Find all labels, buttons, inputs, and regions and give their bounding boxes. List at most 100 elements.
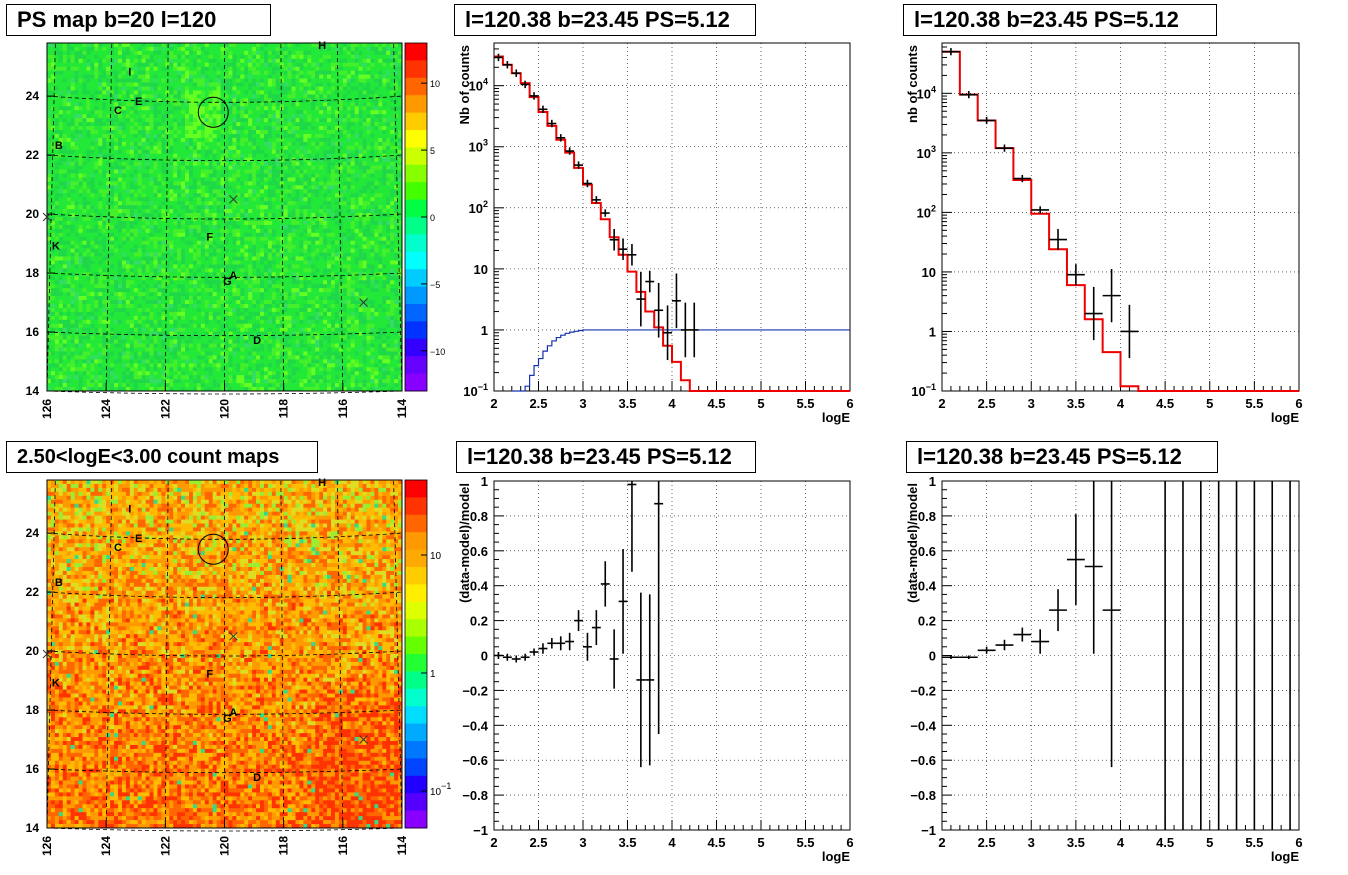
y-tick-label: 0.8 [470, 509, 488, 524]
x-tick-label: 124 [99, 399, 113, 419]
source-label: H [318, 477, 326, 489]
source-label: I [128, 503, 131, 515]
res2-title: l=120.38 b=23.45 PS=5.12 [906, 441, 1218, 473]
x-tick-label: 126 [40, 399, 54, 419]
grid-longitude-line [105, 479, 113, 829]
y-tick-label: −0.2 [910, 683, 936, 698]
x-tick-label: 4 [1117, 835, 1125, 850]
source-label: E [135, 96, 142, 108]
map1-title: PS map b=20 l=120 [6, 4, 271, 36]
y-tick-label: −0.2 [462, 683, 488, 698]
y-tick-label: −0.6 [462, 753, 488, 768]
cross-marker [42, 649, 52, 659]
colorbar-swatch [405, 601, 427, 620]
x-tick-label: 2.5 [978, 835, 996, 850]
source-label: C [114, 542, 122, 554]
y-axis-label: (data-model)/model [905, 483, 920, 603]
colorbar-swatch [405, 130, 427, 148]
cross-marker [229, 194, 238, 204]
y-tick-label: −0.4 [462, 718, 488, 733]
x-tick-label: 5.5 [1245, 835, 1263, 850]
grid-latitude-line [46, 827, 403, 832]
x-tick-label: 116 [336, 399, 350, 419]
source-circle [197, 533, 229, 565]
cross-marker [42, 212, 52, 222]
y-tick-label: 0 [481, 649, 488, 664]
heatmap-cells [47, 480, 403, 829]
x-axis-label: logE [822, 410, 850, 425]
colorbar-swatch [405, 199, 427, 218]
x-tick-label: 4.5 [1156, 396, 1174, 411]
source-label: B [55, 577, 63, 589]
plot-grid [941, 480, 1300, 831]
res1-title: l=120.38 b=23.45 PS=5.12 [456, 441, 756, 473]
x-tick-label: 122 [158, 836, 172, 856]
y-tick-label: 24 [26, 89, 40, 103]
cross-marker [229, 631, 238, 641]
x-tick-label: 3.5 [618, 835, 636, 850]
x-tick-label: 120 [218, 399, 232, 419]
colorbar-swatch [405, 60, 427, 79]
colorbar-swatch [405, 741, 427, 759]
colorbar-swatch [405, 619, 427, 637]
x-tick-label: 6 [1295, 396, 1302, 411]
x-tick-label: 2.5 [529, 835, 547, 850]
x-tick-label: 4.5 [707, 835, 725, 850]
x-tick-label: 6 [846, 396, 853, 411]
colorbar-label: 5 [430, 146, 435, 156]
colorbar-swatch [405, 356, 427, 374]
x-tick-label: 2.5 [529, 396, 547, 411]
grid-longitude-line [46, 42, 56, 392]
x-tick-label: 5 [1206, 396, 1213, 411]
source-label: F [206, 232, 213, 244]
x-tick-label: 2 [490, 396, 497, 411]
grid-longitude-line [46, 479, 56, 829]
colorbar-label: 1 [430, 669, 436, 680]
colorbar-swatch [405, 688, 427, 707]
colorbar-label: 10 [430, 79, 440, 89]
y-tick-label: 104 [917, 84, 936, 101]
source-label: A [229, 270, 237, 282]
y-tick-label: 0.2 [470, 614, 488, 629]
cross-marker [359, 298, 368, 307]
grid-longitude-line [280, 42, 285, 392]
grid-longitude-line [336, 42, 344, 392]
y-tick-label: 18 [26, 703, 40, 717]
y-tick-label: 10−1 [463, 382, 488, 399]
source-label: K [52, 240, 60, 252]
grid-longitude-line [393, 42, 403, 392]
spec1-panel: 2 2.5 3 3.5 4 4.5 5 5.5 6 logE Nb of counts 10−1 1 10… [450, 0, 900, 437]
y-tick-label: 0.8 [918, 509, 936, 524]
map1-panel: 126 124 122 120 118 116 114 14 16 18 20 22 24 H I E C B F K… [0, 0, 450, 437]
spec2-panel: 2 2.5 3 3.5 4 4.5 5 5.5 6 logE nb of counts 10−1 1 10… [900, 0, 1348, 437]
x-tick-label: 4 [668, 396, 676, 411]
y-tick-label: 103 [917, 144, 936, 161]
colorbar-swatch [405, 775, 427, 794]
source-label: H [318, 40, 326, 52]
x-tick-label: 2 [938, 396, 945, 411]
source-circle [197, 96, 229, 128]
colorbar-label: 10−1 [430, 781, 451, 798]
x-tick-label: 3 [1028, 835, 1035, 850]
colorbar-swatch [405, 304, 427, 322]
x-tick-label: 4 [1117, 396, 1125, 411]
x-tick-label: 5 [757, 396, 764, 411]
y-axis-label: (data-model)/model [457, 483, 472, 603]
colorbar-swatch [405, 497, 427, 516]
y-tick-label: 102 [917, 203, 936, 220]
y-tick-label: 0.6 [918, 544, 936, 559]
colorbar-swatch [405, 584, 427, 603]
grid-longitude-line [336, 479, 344, 829]
colorbar-swatch [405, 514, 427, 533]
colorbar-label: 0 [430, 213, 435, 223]
source-label: A [229, 707, 237, 719]
plot-grid [493, 43, 851, 392]
colorbar-swatch [405, 810, 427, 829]
y-tick-label: 104 [469, 77, 488, 94]
y-tick-label: 0.2 [918, 614, 936, 629]
x-tick-label: 2 [938, 835, 945, 850]
spec2-title: l=120.38 b=23.45 PS=5.12 [903, 4, 1217, 36]
